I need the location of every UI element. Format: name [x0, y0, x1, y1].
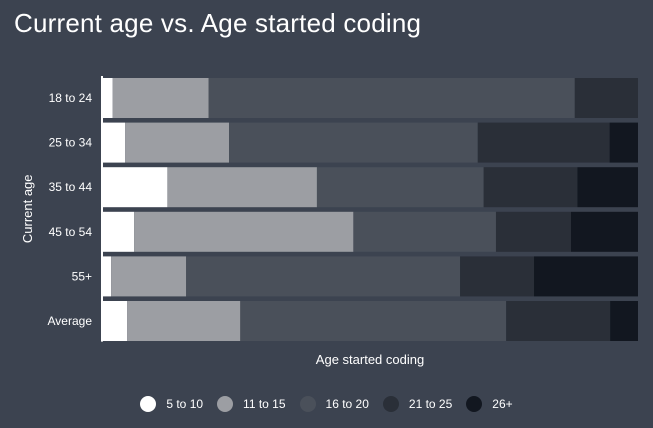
legend-item[interactable]: 26+ [466, 396, 513, 412]
y-axis-title: Current age [20, 174, 35, 243]
y-tick-label: 35 to 44 [49, 180, 93, 194]
bar-segment [460, 256, 535, 297]
bar-segment [229, 122, 478, 163]
bar-segment [353, 211, 496, 252]
bar-segment [167, 167, 317, 208]
legend-item[interactable]: 5 to 10 [140, 396, 203, 412]
y-tick-label: 55+ [72, 269, 92, 283]
legend-swatch [466, 396, 483, 412]
bar-segment [534, 256, 638, 297]
legend-label: 5 to 10 [166, 397, 204, 411]
bar-segment [316, 167, 484, 208]
legend-swatch [217, 396, 234, 412]
bar-segment [208, 78, 575, 118]
legend-item[interactable]: 21 to 25 [382, 396, 453, 412]
legend-swatch [140, 396, 157, 412]
bar-segment [102, 256, 112, 297]
bar-segment [609, 122, 638, 163]
bar-segment [102, 78, 113, 118]
bar-segment [125, 122, 230, 163]
legend-item[interactable]: 11 to 15 [217, 396, 286, 412]
bar-segment [102, 122, 126, 163]
bar-segment [483, 167, 578, 208]
plot-area: 18 to 24 25 to 34 35 to 44 45 to 54 55+ Avera… [20, 76, 638, 367]
legend-label: 21 to 25 [408, 397, 453, 411]
bar-segment [111, 256, 187, 297]
bar-segment [112, 78, 209, 118]
bar-segment [186, 256, 461, 297]
y-tick-label: 25 to 34 [49, 136, 93, 150]
y-tick-label: 18 to 24 [49, 91, 93, 105]
bar-segment [240, 301, 507, 341]
legend-label: 16 to 20 [325, 397, 369, 411]
legend-swatch [382, 396, 399, 412]
bar-segment [102, 167, 168, 208]
legend-label: 11 to 15 [243, 397, 286, 411]
bar-segment [495, 211, 571, 252]
bar-segment [574, 78, 638, 118]
bar-segment [102, 301, 128, 341]
bar-segment [127, 301, 241, 341]
y-tick-label: 45 to 54 [49, 225, 93, 239]
chart-title: Current age vs. Age started coding [14, 8, 422, 38]
bar-segment [610, 301, 638, 341]
bar-segment [506, 301, 611, 341]
x-axis-title: Age started coding [316, 352, 424, 367]
bar-segment [571, 211, 638, 252]
bar-segment [134, 211, 354, 252]
legend-swatch [299, 396, 316, 412]
bar-segment [477, 122, 610, 163]
bar-segment [102, 211, 135, 252]
legend: 5 to 10 11 to 15 16 to 20 21 to 25 26+ [0, 396, 653, 412]
legend-label: 26+ [492, 397, 513, 411]
bar-segment [577, 167, 638, 208]
y-tick-label: Average [48, 314, 93, 328]
legend-item[interactable]: 16 to 20 [299, 396, 369, 412]
